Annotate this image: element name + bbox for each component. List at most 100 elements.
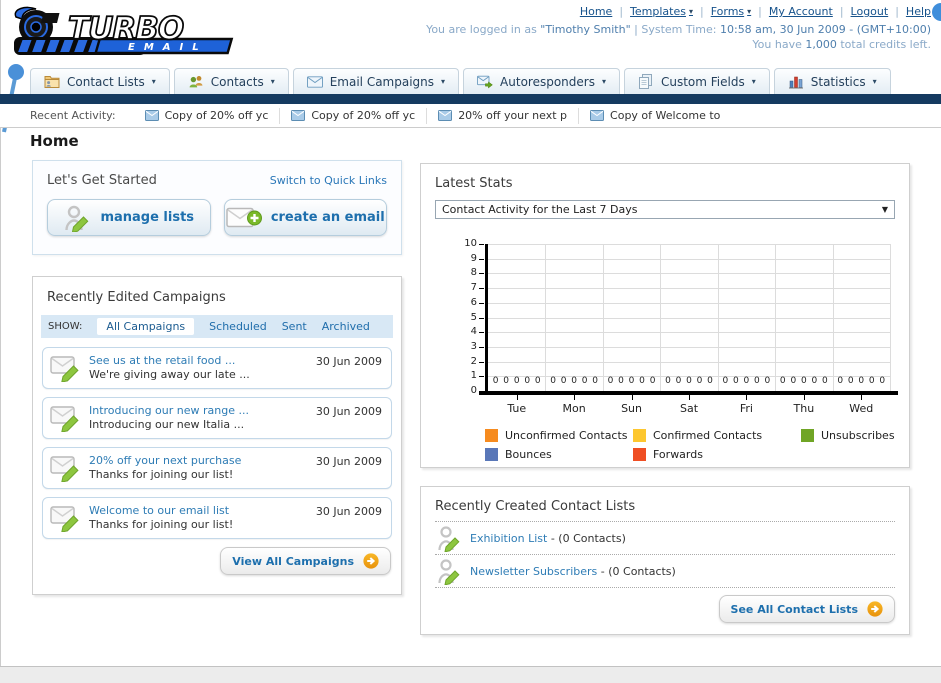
campaign-filter-scheduled[interactable]: Scheduled xyxy=(209,320,267,333)
email-icon xyxy=(306,74,323,90)
recent-activity-item[interactable]: 20% off your next p xyxy=(427,107,580,124)
envelope-icon xyxy=(590,110,605,121)
chart-value-label: 0 xyxy=(618,376,624,386)
chart-ytick-label: 2 xyxy=(470,355,477,367)
legend-item-bounces: Bounces xyxy=(485,448,633,461)
nav-link-forms[interactable]: Forms ▾ xyxy=(711,5,751,18)
campaign-title-link[interactable]: Introducing our new range ... xyxy=(89,404,249,417)
recently-edited-campaigns-panel: Recently Edited Campaigns SHOW: All Camp… xyxy=(32,276,402,595)
recent-activity-item[interactable]: Copy of 20% off yc xyxy=(280,107,428,124)
chart-value-label: 0 xyxy=(779,376,786,386)
chart-value-label: 0 xyxy=(649,376,656,386)
nav-link-separator: | xyxy=(839,5,844,18)
pages-icon xyxy=(638,73,654,90)
latest-stats-panel: Latest Stats Contact Activity for the La… xyxy=(420,163,910,468)
tab-autoresponders[interactable]: Autoresponders ▾ xyxy=(463,68,620,94)
campaign-item: Introducing our new range ... Introducing… xyxy=(42,397,392,439)
contact-list-count: - (0 Contacts) xyxy=(597,564,676,578)
campaign-title-link[interactable]: See us at the retail food ... xyxy=(89,354,236,367)
credits-line: You have 1,000 total credits left. xyxy=(752,38,931,51)
legend-item-unconfirmed-contacts: Unconfirmed Contacts xyxy=(485,429,633,442)
chevron-down-icon: ▾ xyxy=(872,77,877,86)
see-all-contact-lists-button[interactable]: See All Contact Lists xyxy=(718,595,895,623)
tab-statistics[interactable]: Statistics ▾ xyxy=(773,68,891,94)
nav-link-logout[interactable]: Logout xyxy=(851,5,889,18)
contact-list-count: - (0 Contacts) xyxy=(547,531,626,545)
tab-custom-fields[interactable]: Custom Fields ▾ xyxy=(623,68,770,94)
campaign-date: 30 Jun 2009 xyxy=(315,505,382,518)
campaign-filter-all-campaigns[interactable]: All Campaigns xyxy=(97,318,195,335)
view-all-campaigns-button[interactable]: View All Campaigns xyxy=(220,547,391,575)
chart-value-label: 0 xyxy=(492,376,499,386)
logo-graphic: TURBO EMAIL xyxy=(14,6,234,55)
chart-x-axis xyxy=(479,391,898,395)
nav-link-templates[interactable]: Templates ▾ xyxy=(630,5,693,18)
legend-item-forwards: Forwards xyxy=(633,448,801,461)
chart-gridline-h xyxy=(488,273,890,275)
campaign-date: 30 Jun 2009 xyxy=(315,355,382,368)
contact-list-link[interactable]: Exhibition List xyxy=(470,531,548,545)
barchart-icon xyxy=(788,74,804,90)
chart-xtick-label: Mon xyxy=(562,402,586,415)
chart-xtick-label: Fri xyxy=(739,402,753,415)
help-bubble-icon[interactable] xyxy=(932,3,941,21)
chart-ytick-label: 8 xyxy=(470,267,477,279)
campaign-title-link[interactable]: 20% off your next purchase xyxy=(89,454,242,467)
chart-value-label: 0 xyxy=(675,376,682,386)
campaign-title-link[interactable]: Welcome to our email list xyxy=(89,504,230,517)
envelope-icon xyxy=(144,110,159,121)
tab-label: Autoresponders xyxy=(500,74,595,89)
manage-lists-button[interactable]: manage lists xyxy=(47,199,211,236)
chart-xtick-label: Wed xyxy=(849,402,874,415)
chart-gridline-v xyxy=(775,244,777,391)
footer-strip xyxy=(0,666,941,683)
chart-ytick-mark xyxy=(479,332,484,334)
legend-label: Unconfirmed Contacts xyxy=(505,429,628,442)
campaign-subtitle: We're giving away our late ... xyxy=(89,368,250,381)
switch-to-quick-links-link[interactable]: Switch to Quick Links xyxy=(269,174,387,187)
recent-activity-item[interactable]: Copy of 20% off yc xyxy=(134,107,281,124)
chart-ytick-label: 0 xyxy=(470,385,477,396)
nav-link-label: Templates xyxy=(630,5,686,18)
chart-ytick-label: 3 xyxy=(470,340,477,352)
campaign-subtitle: Thanks for joining our list! xyxy=(89,518,234,531)
tab-email-campaigns[interactable]: Email Campaigns ▾ xyxy=(292,68,460,94)
chart-gridline-h xyxy=(488,332,890,334)
chart-gridline-h xyxy=(488,258,890,260)
chart-value-label: 0 xyxy=(503,376,510,386)
chart-gridline-h xyxy=(488,288,890,290)
legend-label: Confirmed Contacts xyxy=(653,429,763,442)
create-an-email-button[interactable]: create an email xyxy=(223,199,387,236)
nav-link-my-account[interactable]: My Account xyxy=(769,5,833,18)
logged-in-user: "Timothy Smith" xyxy=(540,23,631,36)
get-started-buttons: manage lists create an email xyxy=(47,199,387,236)
nav-link-home[interactable]: Home xyxy=(580,5,612,18)
nav-link-separator: | xyxy=(758,5,762,18)
legend-item-confirmed-contacts: Confirmed Contacts xyxy=(633,429,801,442)
get-started-title: Let's Get Started xyxy=(47,173,157,188)
legend-swatch xyxy=(485,448,498,461)
contact-list-link[interactable]: Newsletter Subscribers xyxy=(470,564,598,578)
campaign-subtitle: Thanks for joining our list! xyxy=(89,468,234,481)
campaign-filter-archived[interactable]: Archived xyxy=(321,320,370,333)
campaign-filter-sent[interactable]: Sent xyxy=(281,320,307,333)
chart-xtick-mark xyxy=(631,395,633,400)
nav-link-separator: | xyxy=(699,5,704,18)
autoresponder-icon xyxy=(477,74,493,90)
recent-activity-bar: Recent Activity: Copy of 20% off yc Copy … xyxy=(0,104,941,128)
recently-created-contact-lists-panel: Recently Created Contact Lists Exhibitio… xyxy=(420,486,910,635)
chart-value-label: 0 xyxy=(696,376,703,386)
tab-contact-lists[interactable]: Contact Lists ▾ xyxy=(30,68,170,94)
chart-value-label: 0 xyxy=(847,376,854,386)
stats-period-select[interactable]: Contact Activity for the Last 7 Days ▼ xyxy=(435,200,895,219)
recent-activity-item[interactable]: Copy of Welcome to xyxy=(579,108,731,124)
nav-link-help[interactable]: Help xyxy=(906,5,931,18)
campaign-subtitle: Introducing our new Italia ... xyxy=(89,418,245,431)
tab-contacts[interactable]: Contacts ▾ xyxy=(173,68,289,94)
login-info: You are logged in as "Timothy Smith" | S… xyxy=(426,22,931,52)
chart-value-label: 0 xyxy=(571,376,577,386)
page-title: Home xyxy=(30,132,79,150)
